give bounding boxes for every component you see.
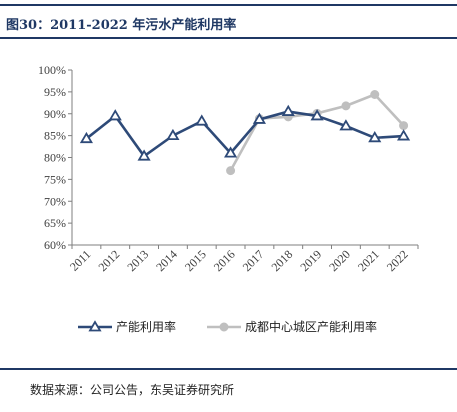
data-point bbox=[252, 112, 266, 124]
series-line bbox=[229, 93, 405, 172]
data-point bbox=[339, 119, 353, 131]
series-line bbox=[85, 110, 404, 158]
x-tick-label: 2016 bbox=[211, 247, 238, 274]
x-tick-label: 2012 bbox=[96, 247, 123, 274]
data-point bbox=[79, 131, 93, 144]
x-tick-label: 2014 bbox=[153, 247, 180, 274]
data-source: 数据来源：公司公告，东吴证券研究所 bbox=[30, 383, 235, 397]
y-tick-label: 75% bbox=[44, 172, 66, 186]
data-point bbox=[370, 90, 380, 99]
data-point bbox=[137, 149, 151, 161]
data-point bbox=[341, 101, 351, 111]
x-tick-label: 2019 bbox=[297, 247, 324, 274]
chart-title: 图30：2011-2022 年污水产能利用率 bbox=[6, 18, 237, 33]
data-point bbox=[224, 146, 238, 158]
footer-rule bbox=[0, 368, 457, 370]
x-tick-label: 2020 bbox=[326, 247, 353, 274]
line-chart: 60% 65% 70% 75% 80% 85% 90% 95% 100% 2011 2012 2013… bbox=[38, 63, 419, 334]
legend-marker bbox=[88, 320, 102, 332]
x-tick-label: 2013 bbox=[124, 247, 151, 274]
data-point bbox=[368, 131, 382, 143]
x-tick-label: 2015 bbox=[182, 247, 209, 274]
data-point bbox=[397, 129, 411, 141]
top-rule bbox=[0, 4, 457, 6]
y-tick-label: 85% bbox=[44, 129, 66, 143]
legend-label: 产能利用率 bbox=[116, 319, 176, 334]
y-tick-label: 100% bbox=[38, 63, 66, 77]
y-tick-label: 70% bbox=[44, 194, 66, 208]
y-tick-label: 90% bbox=[44, 107, 66, 121]
title-rule bbox=[0, 37, 457, 39]
series-layer bbox=[79, 90, 411, 176]
x-tick-label: 2022 bbox=[384, 247, 411, 274]
y-tick-label: 65% bbox=[44, 216, 66, 230]
data-point bbox=[226, 166, 236, 176]
data-point bbox=[310, 109, 324, 121]
legend-item-1: 产能利用率 bbox=[78, 319, 176, 334]
legend: 产能利用率 成都中心城区产能利用率 bbox=[78, 319, 377, 334]
legend-label: 成都中心城区产能利用率 bbox=[245, 319, 377, 334]
legend-marker bbox=[219, 322, 229, 332]
data-point bbox=[108, 109, 122, 121]
data-point bbox=[166, 128, 180, 141]
data-point bbox=[195, 114, 209, 126]
data-point bbox=[399, 121, 409, 131]
x-tick-label: 2018 bbox=[269, 247, 296, 274]
y-tick-label: 80% bbox=[44, 151, 66, 165]
legend-item-2: 成都中心城区产能利用率 bbox=[207, 319, 377, 334]
x-tick-label: 2011 bbox=[67, 247, 94, 274]
x-tick-label: 2017 bbox=[240, 247, 267, 274]
y-tick-label: 95% bbox=[44, 85, 66, 99]
x-tick-label: 2021 bbox=[355, 247, 382, 274]
series-1 bbox=[79, 104, 411, 161]
data-point bbox=[281, 104, 295, 116]
series-2 bbox=[226, 90, 409, 176]
y-tick-label: 60% bbox=[44, 238, 66, 252]
